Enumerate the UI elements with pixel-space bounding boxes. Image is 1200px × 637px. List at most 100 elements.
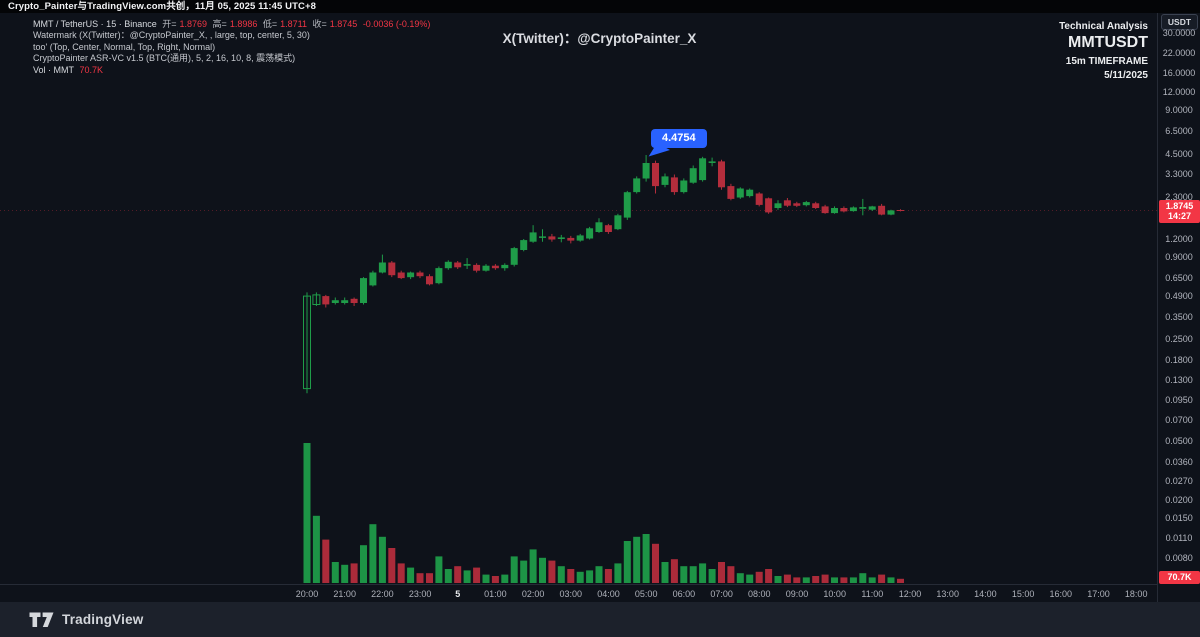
- legend-symbol-row[interactable]: MMT / TetherUS · 15 · Binance 开= 1.8769 高…: [33, 19, 433, 30]
- volume-bar: [341, 564, 349, 583]
- candle-body: [840, 208, 848, 212]
- volume-bar: [407, 567, 415, 583]
- time-tick-label: 01:00: [484, 589, 507, 599]
- candle-body: [736, 188, 744, 198]
- volume-bar: [868, 577, 876, 583]
- volume-legend-row[interactable]: Vol · MMT 70.7K: [33, 65, 433, 76]
- volume-bar: [360, 545, 367, 583]
- volume-bar: [350, 563, 358, 583]
- price-tick-label: 0.2500: [1165, 333, 1193, 344]
- volume-bar: [473, 567, 481, 583]
- candle-body: [821, 206, 829, 214]
- volume-bar: [774, 576, 782, 583]
- volume-bar: [840, 577, 848, 583]
- price-tick-label: 0.0110: [1165, 532, 1193, 543]
- candle-body: [623, 192, 631, 218]
- volume-bar: [369, 524, 377, 583]
- volume-bar: [444, 569, 452, 583]
- price-tick-label: 22.0000: [1162, 47, 1196, 58]
- volume-bar: [454, 566, 462, 583]
- open-value: 1.8769: [179, 19, 208, 29]
- candle-body: [473, 264, 481, 271]
- candle-body: [793, 203, 801, 206]
- candle-body: [670, 177, 678, 193]
- price-tick-label: 0.0700: [1165, 414, 1193, 425]
- price-tick-label: 0.0360: [1165, 457, 1193, 468]
- time-tick-label: 20:00: [295, 589, 319, 599]
- indicator-too[interactable]: too' (Top, Center, Normal, Top, Right, N…: [33, 41, 216, 52]
- volume-bar: [331, 562, 339, 583]
- volume-bar: [426, 573, 433, 583]
- time-tick-label: 22:00: [371, 589, 394, 599]
- last-price-badge: 1.8745 14:27: [1159, 200, 1200, 223]
- volume-bar: [887, 577, 895, 583]
- price-tick-label: 0.1300: [1165, 375, 1193, 386]
- candle-body: [435, 268, 443, 284]
- time-tick-label: 07:00: [710, 589, 733, 599]
- volume-bar: [699, 563, 707, 583]
- candle-body: [746, 189, 754, 197]
- chart-legend: MMT / TetherUS · 15 · Binance 开= 1.8769 高…: [33, 19, 433, 76]
- corner-timeframe: 15m TIMEFRAME: [1065, 56, 1148, 67]
- tradingview-logo-icon[interactable]: [29, 612, 54, 628]
- price-callout-label[interactable]: 4.4754: [651, 129, 707, 148]
- price-tick-label: 9.0000: [1165, 104, 1193, 115]
- candle-body: [360, 278, 367, 303]
- volume-bar: [831, 577, 838, 583]
- volume-label[interactable]: Vol · MMT: [33, 64, 75, 75]
- volume-bar: [491, 576, 499, 583]
- candle-body: [812, 203, 820, 208]
- price-tick-label: 0.9000: [1165, 251, 1193, 262]
- volume-bar: [652, 543, 659, 583]
- volume-bar: [633, 536, 641, 583]
- low-label: 低=: [262, 19, 278, 29]
- volume-bar: [557, 566, 565, 583]
- candle-body: [369, 272, 377, 286]
- currency-unit-button[interactable]: USDT: [1161, 14, 1198, 30]
- candle-body: [897, 210, 904, 211]
- volume-bar: [736, 573, 744, 583]
- volume-bar: [529, 549, 537, 583]
- candle-body: [586, 228, 594, 239]
- tradingview-wordmark[interactable]: TradingView: [62, 612, 144, 627]
- volume-bar: [510, 556, 518, 583]
- candle-body: [633, 178, 641, 193]
- volume-bar: [765, 569, 773, 583]
- volume-bar: [548, 560, 556, 583]
- high-label: 高=: [212, 19, 227, 29]
- time-tick-label: 09:00: [785, 589, 809, 599]
- volume-bar: [586, 570, 594, 583]
- time-tick-label: 11:00: [861, 589, 884, 599]
- price-tick-label: 0.6500: [1165, 272, 1193, 283]
- time-tick-label: 10:00: [823, 589, 846, 599]
- close-value: 1.8745: [329, 19, 358, 29]
- price-axis[interactable]: USDT 30.0000 22.0000 16.0000 12.0000 9.0000 6…: [1157, 13, 1200, 602]
- candle-body: [783, 200, 791, 206]
- candle-body: [878, 205, 886, 215]
- candle-body: [341, 300, 349, 303]
- volume-bar: [642, 534, 650, 583]
- symbol-description[interactable]: MMT / TetherUS · 15 · Binance: [33, 19, 157, 29]
- volume-bar: [463, 570, 471, 583]
- candle-body: [491, 265, 499, 269]
- volume-bar: [670, 559, 678, 583]
- volume-bar: [708, 569, 716, 583]
- volume-axis-badge: 70.7K: [1159, 571, 1200, 584]
- volume-bar: [604, 569, 612, 583]
- volume-bar: [821, 574, 829, 583]
- candle-body: [407, 272, 415, 278]
- candle-body: [426, 276, 433, 285]
- indicator-asr-vc[interactable]: CryptoPainter ASR-VC v1.5 (BTC(通用), 5, 2…: [33, 53, 296, 64]
- time-tick-label: 13:00: [936, 589, 959, 599]
- high-value: 1.8986: [229, 19, 258, 29]
- change-value: -0.0036 (-0.19%): [362, 19, 431, 29]
- time-axis[interactable]: 20:00 21:00 22:00 23:00 5 01:00 02:00 03:00 04:0…: [0, 584, 1200, 602]
- candlestick-chart-canvas[interactable]: [0, 0, 1157, 602]
- price-tick-label: 2.3000: [1165, 192, 1193, 202]
- candle-body: [529, 232, 537, 242]
- candle-body: [699, 158, 707, 181]
- price-tick-label: 0.1800: [1165, 354, 1193, 365]
- candle-body: [727, 186, 735, 199]
- indicator-watermark[interactable]: Watermark (X(Twitter)：@CryptoPainter_X, …: [33, 30, 310, 41]
- time-tick-label: 23:00: [408, 589, 432, 599]
